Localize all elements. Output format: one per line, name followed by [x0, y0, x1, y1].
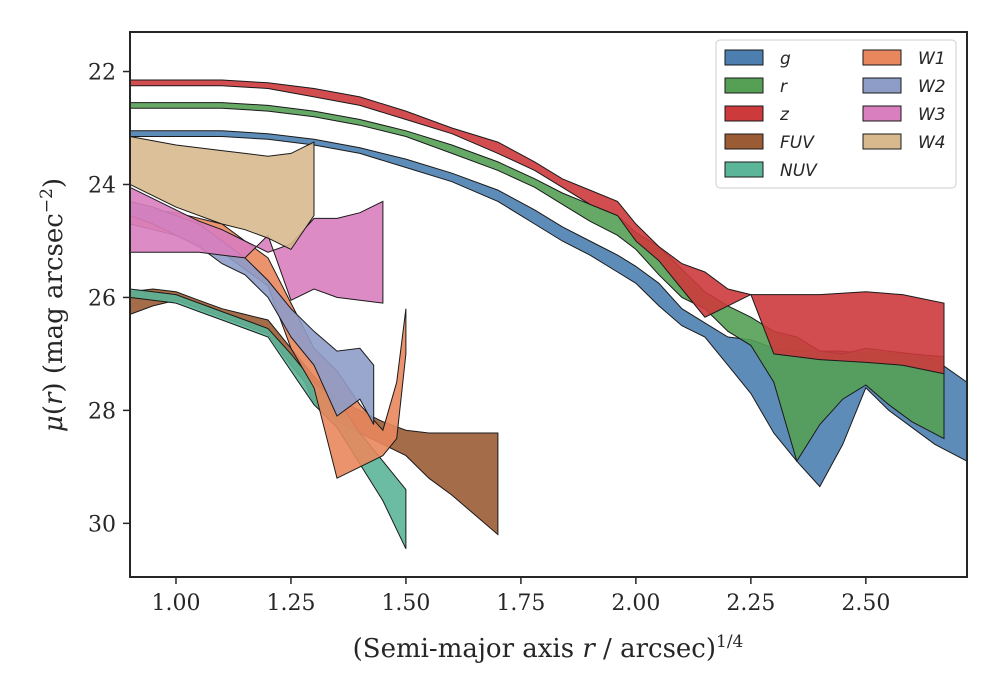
legend-swatch-g [724, 49, 764, 66]
band-z [129, 79, 945, 375]
legend-label-nuv: NUV [780, 161, 818, 181]
y-tick-label: 24 [88, 173, 116, 198]
y-tick-label: 28 [88, 399, 116, 424]
legend-label-fuv: FUV [780, 133, 815, 153]
legend-frame [715, 39, 957, 189]
legend: grz FUV NUV W1 W2 W3 W4 [715, 39, 957, 189]
x-tick-label: 1.75 [496, 591, 545, 616]
legend-label-w2: W2 [918, 77, 946, 97]
x-tick-label: 1.00 [151, 591, 200, 616]
legend-swatch-w4 [862, 133, 902, 150]
band-w4 [129, 135, 315, 251]
y-axis-label: μ(r) (mag arcsec−2) [37, 178, 69, 432]
legend-swatch-w3 [862, 105, 902, 122]
band-nuv [129, 288, 407, 550]
x-tick-label: 2.00 [611, 591, 660, 616]
y-tick-label: 30 [88, 512, 116, 537]
x-tick-label: 2.50 [841, 591, 890, 616]
legend-label-z: z [779, 105, 790, 125]
legend-label-w1: W1 [918, 49, 946, 69]
legend-label-g: g [780, 49, 791, 69]
x-tick-label: 2.25 [726, 591, 775, 616]
band-w3 [129, 186, 384, 304]
legend-swatch-nuv [724, 161, 764, 178]
y-tick-label: 26 [88, 286, 116, 311]
x-tick-label: 1.50 [381, 591, 430, 616]
x-tick-label: 1.25 [266, 591, 315, 616]
x-axis: 1.00 1.25 1.50 1.75 2.00 2.25 2.50 [151, 577, 890, 616]
legend-swatch-w1 [862, 49, 902, 66]
legend-swatch-w2 [862, 77, 902, 94]
y-tick-label: 22 [88, 61, 116, 86]
y-axis: 22 24 26 28 30 [88, 61, 130, 537]
legend-label-w3: W3 [918, 105, 946, 125]
band-r [129, 102, 945, 463]
legend-swatch-z [724, 105, 764, 122]
legend-label-w4: W4 [918, 133, 946, 153]
legend-swatch-fuv [724, 133, 764, 150]
plot-frame [129, 31, 968, 578]
legend-label-r: r [780, 77, 788, 97]
band-layer [129, 79, 968, 550]
x-axis-label: (Semi-major axis r / arcsec)1/4 [353, 632, 744, 664]
legend-swatch-r [724, 77, 764, 94]
